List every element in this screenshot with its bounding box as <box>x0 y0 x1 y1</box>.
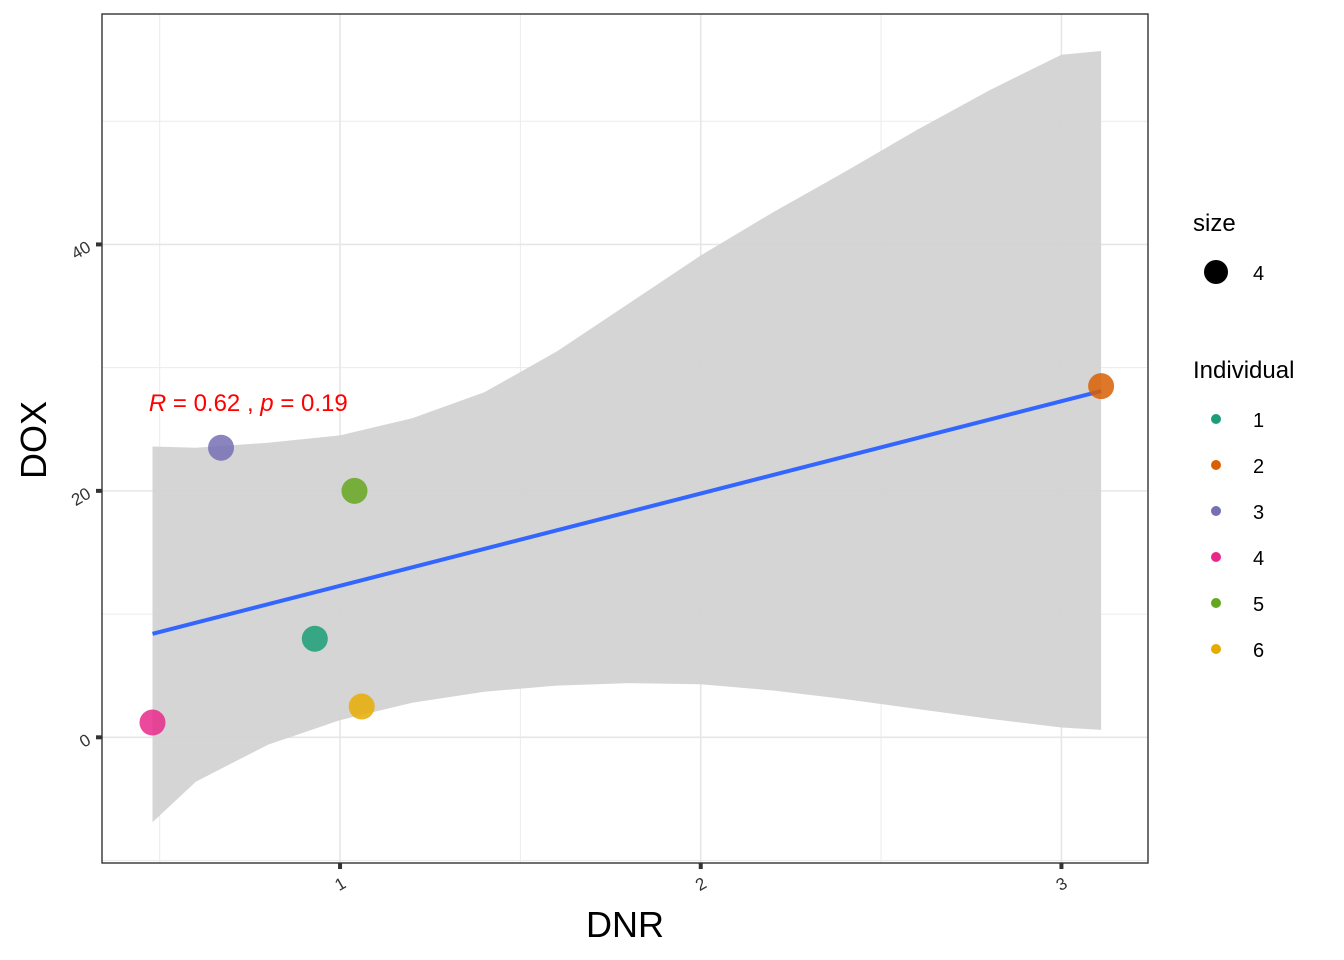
legend: size 4 Individual 1 2 3 4 5 6 <box>1193 210 1294 662</box>
legend-key-individual-3 <box>1211 506 1221 516</box>
legend-individual-items: 1 2 3 4 5 6 <box>1211 410 1264 662</box>
data-points <box>139 373 1115 736</box>
correlation-annotation: R = 0.62 , p = 0.19 <box>149 390 348 417</box>
x-tick-label: 1 <box>331 874 349 895</box>
legend-individual-title: Individual <box>1193 357 1294 384</box>
data-point-individual-6 <box>348 693 375 720</box>
x-axis-ticks: 1 2 3 <box>331 863 1071 895</box>
p-symbol: p <box>259 390 273 417</box>
plot-border <box>101 13 1149 864</box>
y-axis-ticks: 0 20 40 <box>68 237 102 752</box>
x-tick-label: 3 <box>1053 874 1071 895</box>
y-tick-label: 20 <box>68 484 94 510</box>
legend-key-individual-5 <box>1211 598 1221 608</box>
legend-size-label: 4 <box>1253 263 1264 285</box>
data-point-individual-5 <box>341 477 368 504</box>
legend-key-individual-6 <box>1211 644 1221 654</box>
data-point-individual-2 <box>1088 373 1115 400</box>
r-symbol: R <box>149 390 166 417</box>
legend-key-individual-4 <box>1211 552 1221 562</box>
legend-label-individual-1: 1 <box>1253 410 1264 432</box>
legend-size-title: size <box>1193 210 1236 237</box>
confidence-band <box>152 51 1102 823</box>
data-point-individual-3 <box>208 434 235 461</box>
data-point-individual-1 <box>301 625 328 652</box>
r-value: = 0.62 , <box>166 390 260 417</box>
legend-label-individual-3: 3 <box>1253 502 1264 524</box>
p-value: = 0.19 <box>274 390 348 417</box>
x-tick-label: 2 <box>692 874 710 895</box>
x-axis-label: DNR <box>586 904 664 945</box>
regression-line <box>152 389 1102 636</box>
legend-label-individual-2: 2 <box>1253 456 1264 478</box>
legend-label-individual-4: 4 <box>1253 548 1264 570</box>
legend-label-individual-5: 5 <box>1253 594 1264 616</box>
legend-key-individual-2 <box>1211 460 1221 470</box>
legend-size-key <box>1204 260 1228 284</box>
legend-key-individual-1 <box>1211 414 1221 424</box>
data-point-individual-4 <box>139 709 166 736</box>
y-axis-label: DOX <box>13 401 54 479</box>
legend-label-individual-6: 6 <box>1253 640 1264 662</box>
y-tick-label: 40 <box>68 237 94 263</box>
y-tick-label: 0 <box>76 730 94 751</box>
